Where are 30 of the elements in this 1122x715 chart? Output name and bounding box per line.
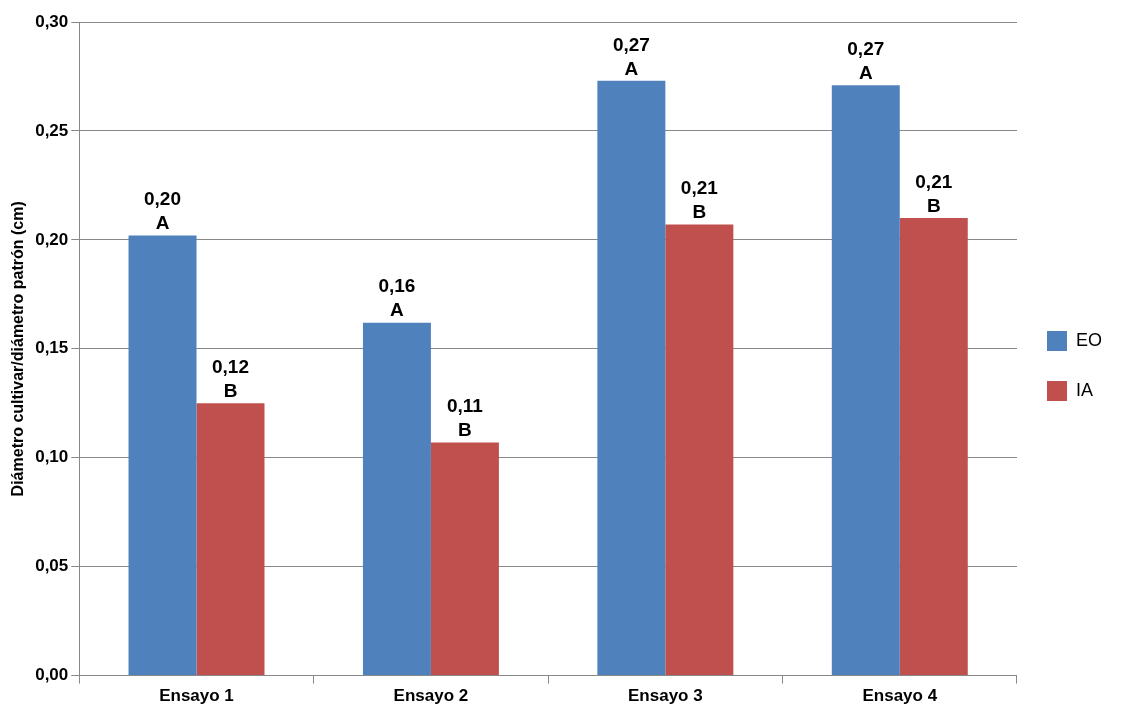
y-tick-label: 0,15 [35,338,69,358]
y-tick-label: 0,30 [35,11,69,31]
data-label: 0,21 B [915,170,953,216]
y-axis-title: Diámetro cultivar/diámetro patrón (cm) [9,201,27,497]
data-label: 0,20 A [144,188,181,234]
data-label: 0,11 B [446,395,484,441]
bar [597,80,666,676]
bar [196,403,265,676]
x-tick-label: Ensayo 3 [628,686,703,706]
legend-label: IA [1075,379,1094,400]
x-tick-label: Ensayo 1 [159,686,234,706]
data-label: 0,27 A [847,37,885,83]
bar [362,322,431,676]
bar [128,235,197,676]
y-tick-label: 0,20 [35,229,69,249]
data-label: 0,12 B [212,356,249,401]
bar [899,218,968,676]
x-tick-label: Ensayo 4 [862,686,938,706]
y-tick-label: 0,25 [35,120,69,140]
bar [831,85,900,676]
x-tick-label: Ensayo 2 [393,686,469,706]
legend-label: EO [1075,329,1103,350]
data-label: 0,21 B [680,177,719,223]
data-label: 0,16 A [378,275,416,321]
bar [430,442,499,676]
y-tick-label: 0,05 [35,556,69,576]
y-tick-label: 0,00 [35,665,69,685]
bar [665,224,734,676]
y-tick-label: 0,10 [35,447,69,467]
data-label: 0,27 A [612,33,650,79]
